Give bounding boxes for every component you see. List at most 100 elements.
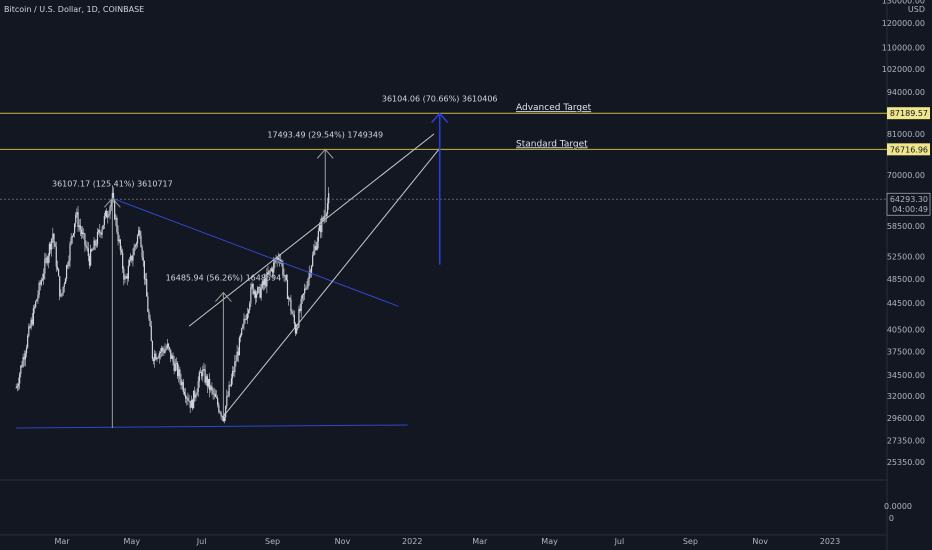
price-tick-label: 52500.00	[887, 252, 925, 261]
measure-label: 17493.49 (29.54%) 1749349	[267, 130, 383, 139]
candle-body	[234, 361, 236, 373]
candle-body	[68, 260, 70, 266]
candle-body	[194, 390, 196, 398]
candle-body	[128, 260, 131, 266]
measure-label: 36104.06 (70.66%) 3610406	[382, 94, 498, 103]
candle-body	[322, 218, 324, 220]
candle-body	[37, 294, 39, 300]
candle-body	[140, 235, 142, 247]
candle-body	[155, 353, 157, 360]
measure-arrowhead	[215, 291, 232, 302]
candle-body	[162, 348, 164, 351]
candle-body	[254, 291, 257, 298]
candle-body	[49, 243, 52, 250]
candle-body	[291, 311, 293, 314]
candle-body	[111, 192, 113, 202]
candle-body	[300, 298, 302, 311]
price-tick-label: 70000.00	[887, 171, 925, 180]
price-tick-label: 130000.00	[882, 0, 925, 5]
candle-body	[88, 256, 91, 266]
candle-body	[56, 266, 59, 270]
candle-body	[152, 358, 155, 361]
candle-body	[317, 230, 319, 242]
candle-body	[261, 281, 263, 289]
price-tick-label: 37500.00	[887, 347, 925, 356]
candle-body	[61, 293, 63, 296]
candle-body	[15, 387, 17, 389]
candle-body	[57, 269, 60, 277]
candle-body	[118, 239, 120, 242]
candle-body	[141, 246, 143, 258]
candle-body	[249, 303, 251, 311]
candle-body	[157, 357, 159, 359]
time-tick-label: Sep	[683, 537, 698, 546]
candle-body	[316, 241, 318, 250]
candle-body	[185, 394, 187, 399]
candle-body	[174, 364, 176, 372]
candle-body	[44, 259, 46, 274]
candle-body	[54, 243, 56, 247]
candle-body	[51, 238, 53, 250]
candle-body	[154, 353, 156, 361]
candle-body	[221, 416, 223, 418]
candle-body	[243, 318, 245, 325]
candle-body	[304, 288, 306, 294]
trend-line	[112, 197, 399, 307]
candle-body	[229, 384, 231, 386]
candle-body	[132, 255, 134, 261]
candle-body	[193, 390, 195, 409]
candle-body	[188, 400, 190, 402]
candle-body	[102, 225, 104, 230]
candle-body	[212, 389, 214, 394]
candle-body	[96, 232, 99, 245]
candle-body	[218, 404, 220, 412]
currency-label: USD	[908, 5, 925, 14]
candle-body	[23, 357, 25, 360]
candle-body	[209, 378, 211, 391]
candle-body	[126, 276, 128, 279]
subpane-tick-label: 0	[889, 514, 894, 523]
candle-body	[210, 386, 212, 391]
target-price-tag	[887, 143, 930, 156]
candle-body	[313, 250, 315, 256]
candle-body	[63, 283, 65, 287]
candle-body	[43, 273, 45, 279]
time-tick-label: Mar	[472, 537, 488, 546]
candle-body	[159, 351, 162, 353]
target-price-tag-text: 87189.57	[890, 109, 928, 118]
candle-body	[55, 246, 57, 267]
candle-body	[48, 243, 51, 256]
candle-body	[146, 279, 148, 297]
candle-body	[131, 255, 133, 261]
candle-body	[265, 279, 267, 287]
candle-body	[80, 229, 83, 235]
candle-body	[167, 343, 170, 348]
candle-body	[175, 363, 178, 365]
candle-body	[158, 352, 160, 358]
measure-arrowhead	[431, 112, 449, 124]
candle-body	[29, 326, 31, 328]
candle-body	[252, 283, 254, 295]
candle-body	[215, 396, 218, 398]
candle-body	[139, 230, 141, 236]
candle-body	[275, 260, 277, 262]
price-tick-label: 58500.00	[887, 222, 925, 231]
candle-body	[289, 297, 291, 300]
candle-body	[222, 416, 224, 421]
candle-body	[91, 249, 93, 251]
candle-body	[182, 382, 184, 392]
price-tick-label: 110000.00	[882, 44, 925, 53]
candle-body	[207, 378, 210, 387]
candle-body	[83, 232, 85, 234]
price-tick-label: 81000.00	[887, 130, 925, 139]
candle-body	[180, 379, 182, 386]
candle-body	[223, 416, 226, 421]
candle-body	[305, 288, 307, 290]
candle-body	[297, 326, 299, 329]
candle-body	[52, 233, 54, 239]
candle-body	[315, 246, 317, 250]
candle-body	[302, 293, 305, 296]
candle-body	[237, 351, 239, 356]
candle-body	[172, 355, 174, 362]
